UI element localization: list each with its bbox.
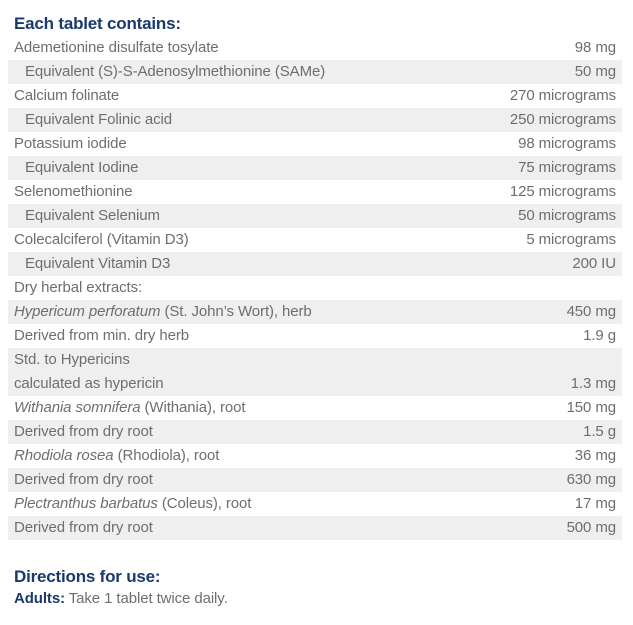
ingredient-name: Derived from dry root — [14, 519, 153, 536]
table-row: Colecalciferol (Vitamin D3) 5 micrograms — [8, 228, 622, 252]
ingredient-name: Equivalent Folinic acid — [25, 111, 172, 128]
table-row: Derived from dry root 500 mg — [8, 516, 622, 540]
ingredient-amount — [604, 276, 616, 300]
table-row-line: calculated as hypericin 1.3 mg — [8, 372, 622, 396]
table-row: Rhodiola rosea (Rhodiola), root 36 mg — [8, 444, 622, 468]
latin-name: Hypericum perforatum — [14, 303, 161, 320]
ingredient-name: Selenomethionine — [14, 183, 133, 200]
ingredient-amount: 50 micrograms — [518, 207, 616, 224]
ingredient-name: Equivalent (S)-S-Adenosylmethionine (SAM… — [25, 63, 326, 80]
ingredient-amount: 500 mg — [566, 519, 617, 536]
ingredient-amount: 1.5 g — [583, 423, 616, 440]
ingredient-amount: 630 mg — [566, 471, 617, 488]
table-row-line: Std. to Hypericins — [8, 348, 622, 372]
ingredient-amount: 270 micrograms — [509, 87, 616, 104]
dosage-line: Adults: Take 1 tablet twice daily. — [14, 588, 633, 610]
table-row: Equivalent Selenium 50 micrograms — [8, 204, 622, 228]
ingredient-name: Derived from dry root — [14, 423, 153, 440]
directions-section: Directions for use: Adults: Take 1 table… — [14, 566, 633, 610]
table-row: Derived from dry root 1.5 g — [8, 420, 622, 444]
table-row: Equivalent Vitamin D3 200 IU — [8, 252, 622, 276]
latin-name: Rhodiola rosea — [14, 447, 114, 464]
table-row: Derived from min. dry herb 1.9 g — [8, 324, 622, 348]
table-row: Calcium folinate 270 micrograms — [8, 84, 622, 108]
ingredient-amount: 5 micrograms — [526, 231, 616, 248]
adults-label: Adults: — [14, 590, 65, 607]
table-row: Derived from dry root 630 mg — [8, 468, 622, 492]
ingredient-amount: 98 mg — [574, 39, 616, 56]
latin-name: Withania somnifera — [14, 399, 141, 416]
ingredient-name: Equivalent Iodine — [25, 159, 139, 176]
ingredient-name-text: (Rhodiola), root — [113, 447, 220, 464]
ingredient-name: Colecalciferol (Vitamin D3) — [14, 231, 189, 248]
ingredient-name: Derived from dry root — [14, 471, 153, 488]
ingredient-name: Derived from min. dry herb — [14, 327, 189, 344]
ingredient-amount: 98 micrograms — [518, 135, 616, 152]
table-row: Hypericum perforatum (St. John’s Wort), … — [8, 300, 622, 324]
ingredient-name-text: (Withania), root — [140, 399, 246, 416]
ingredient-amount: 36 mg — [574, 447, 616, 464]
ingredient-name: Equivalent Selenium — [25, 207, 160, 224]
ingredient-amount: 450 mg — [566, 303, 617, 320]
table-row: Withania somnifera (Withania), root 150 … — [8, 396, 622, 420]
ingredient-name: Plectranthus barbatus (Coleus), root — [14, 492, 251, 516]
ingredient-amount: 1.9 g — [583, 327, 616, 344]
directions-heading: Directions for use: — [14, 567, 161, 586]
table-row: Equivalent Folinic acid 250 micrograms — [8, 108, 622, 132]
ingredient-name: Withania somnifera (Withania), root — [14, 396, 246, 420]
ingredient-name-text: (St. John’s Wort), herb — [160, 303, 312, 320]
table-row-two-line: Std. to Hypericins calculated as hyperic… — [8, 348, 622, 396]
section-label: Dry herbal extracts: — [14, 279, 143, 296]
ingredient-amount: 150 mg — [566, 399, 617, 416]
ingredient-name-text: (Coleus), root — [157, 495, 252, 512]
table-row: Plectranthus barbatus (Coleus), root 17 … — [8, 492, 622, 516]
ingredient-name: calculated as hypericin — [14, 375, 164, 392]
table-row: Selenomethionine 125 micrograms — [8, 180, 622, 204]
table-row: Equivalent (S)-S-Adenosylmethionine (SAM… — [8, 60, 622, 84]
ingredient-amount: 1.3 mg — [570, 375, 616, 392]
ingredient-name: Equivalent Vitamin D3 — [25, 255, 171, 272]
ingredient-amount: 125 micrograms — [509, 183, 616, 200]
table-row: Potassium iodide 98 micrograms — [8, 132, 622, 156]
table-row: Ademetionine disulfate tosylate 98 mg — [8, 36, 622, 60]
ingredient-amount: 75 micrograms — [518, 159, 616, 176]
latin-name: Plectranthus barbatus — [14, 495, 158, 512]
ingredient-name: Hypericum perforatum (St. John’s Wort), … — [14, 300, 312, 324]
ingredient-amount: 250 micrograms — [509, 111, 616, 128]
table-row-section-label: Dry herbal extracts: — [8, 276, 622, 300]
ingredient-name: Rhodiola rosea (Rhodiola), root — [14, 444, 219, 468]
ingredient-amount: 50 mg — [574, 63, 616, 80]
table-row: Equivalent Iodine 75 micrograms — [8, 156, 622, 180]
ingredient-name: Ademetionine disulfate tosylate — [14, 39, 219, 56]
ingredient-amount: 17 mg — [574, 495, 616, 512]
ingredient-name: Potassium iodide — [14, 135, 127, 152]
dosage-text: Take 1 tablet twice daily. — [64, 590, 228, 607]
ingredients-table: Ademetionine disulfate tosylate 98 mg Eq… — [8, 36, 622, 540]
ingredient-amount: 200 IU — [572, 255, 616, 272]
contents-heading: Each tablet contains: — [14, 14, 181, 33]
ingredient-name: Std. to Hypericins — [14, 351, 130, 368]
ingredient-name: Calcium folinate — [14, 87, 120, 104]
